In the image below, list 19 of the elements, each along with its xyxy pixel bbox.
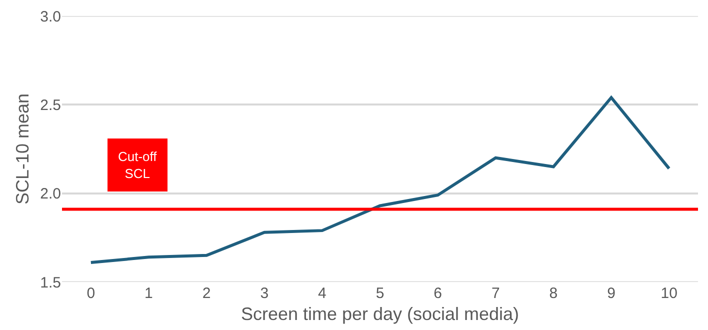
- x-tick-label: 10: [660, 285, 678, 302]
- x-tick-label: 9: [607, 285, 616, 302]
- ref-line-label: Cut-off SCL: [118, 149, 158, 181]
- x-axis-title: Screen time per day (social media): [240, 304, 520, 324]
- x-tick-label: 4: [318, 285, 326, 302]
- x-tick-label: 0: [86, 285, 96, 302]
- y-tick-label: 1.5: [40, 274, 61, 292]
- x-tick-label: 3: [260, 285, 269, 302]
- x-tick-label: 7: [491, 285, 500, 302]
- y-tick-label: 2.5: [40, 96, 61, 114]
- x-tick-label: 2: [202, 285, 211, 302]
- y-tick-label: 2.0: [40, 186, 61, 203]
- line-series: [89, 96, 671, 264]
- x-tick-label: 8: [549, 285, 558, 302]
- x-tick-label: 6: [434, 285, 442, 302]
- x-tick-label: 1: [144, 285, 153, 302]
- y-axis-title: SCL-10 mean: [12, 93, 32, 205]
- y-tick-label: 3.0: [40, 8, 61, 26]
- x-tick-label: 5: [376, 285, 384, 302]
